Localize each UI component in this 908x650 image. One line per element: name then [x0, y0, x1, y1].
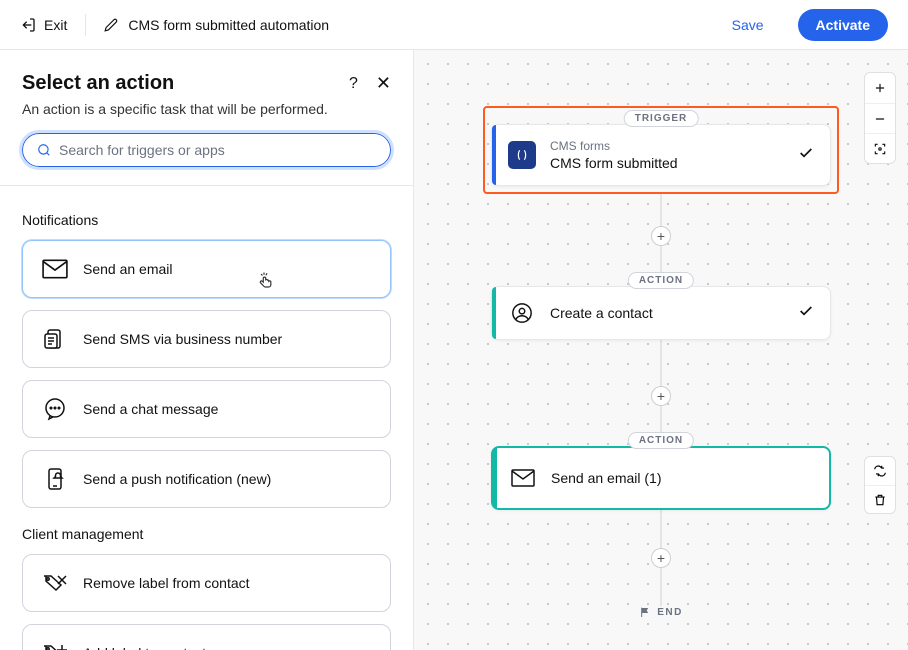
- panel-subtitle: An action is a specific task that will b…: [22, 101, 391, 117]
- main-split: Select an action ? ✕ An action is a spec…: [0, 50, 908, 650]
- check-icon: [798, 145, 814, 166]
- end-label: END: [657, 607, 683, 618]
- zoom-out-button[interactable]: [865, 103, 895, 133]
- chat-icon: [41, 397, 69, 421]
- action-pill-1: ACTION: [628, 272, 694, 289]
- search-box[interactable]: [22, 133, 391, 167]
- app-chip-icon: [508, 141, 536, 169]
- trigger-node[interactable]: CMS forms CMS form submitted: [491, 124, 831, 186]
- fit-view-button[interactable]: [865, 133, 895, 163]
- action-node-send-email[interactable]: Send an email (1): [491, 446, 831, 510]
- add-step-button-3[interactable]: +: [651, 548, 671, 568]
- action2-title: Send an email (1): [551, 470, 662, 486]
- cursor-icon: [258, 271, 276, 289]
- action-item-send-chat[interactable]: Send a chat message: [22, 380, 391, 438]
- exit-button[interactable]: Exit: [20, 17, 67, 33]
- mail-icon: [509, 466, 537, 490]
- add-step-button-2[interactable]: +: [651, 386, 671, 406]
- topbar-divider: [85, 14, 86, 36]
- pencil-icon: [104, 18, 118, 32]
- action-item-add-label[interactable]: Add label to contact: [22, 624, 391, 650]
- action-picker-panel: Select an action ? ✕ An action is a spec…: [0, 50, 414, 650]
- sms-icon: [41, 327, 69, 351]
- exit-icon: [20, 17, 36, 33]
- top-bar: Exit CMS form submitted automation Save …: [0, 0, 908, 50]
- trigger-app-label: CMS forms: [550, 139, 678, 153]
- search-input[interactable]: [59, 142, 376, 158]
- tag-add-icon: [41, 641, 69, 650]
- action-item-send-push[interactable]: Send a push notification (new): [22, 450, 391, 508]
- activate-button[interactable]: Activate: [798, 9, 888, 41]
- action-pill-2: ACTION: [628, 432, 694, 449]
- check-icon: [798, 303, 814, 324]
- node-tools: [864, 456, 896, 514]
- action-node-create-contact[interactable]: Create a contact: [491, 286, 831, 340]
- action-item-remove-label[interactable]: Remove label from contact: [22, 554, 391, 612]
- trigger-title: CMS form submitted: [550, 155, 678, 171]
- flow-canvas[interactable]: TRIGGER CMS forms CMS form submitted +: [414, 50, 908, 650]
- action-list-scroll[interactable]: Notifications Send an email Send SMS via…: [0, 186, 413, 650]
- panel-title: Select an action: [22, 72, 174, 95]
- group-label-notifications: Notifications: [22, 212, 391, 228]
- mail-icon: [41, 257, 69, 281]
- action-item-label: Send a push notification (new): [83, 471, 271, 487]
- panel-header: Select an action ? ✕ An action is a spec…: [0, 50, 413, 133]
- automation-title-wrap[interactable]: CMS form submitted automation: [104, 17, 329, 33]
- action-item-label: Send an email: [83, 261, 173, 277]
- automation-title: CMS form submitted automation: [128, 17, 329, 33]
- trigger-pill: TRIGGER: [624, 110, 699, 127]
- add-step-button-1[interactable]: +: [651, 226, 671, 246]
- action-item-send-sms[interactable]: Send SMS via business number: [22, 310, 391, 368]
- delete-action-button[interactable]: [865, 485, 895, 513]
- flag-icon: [639, 606, 651, 618]
- action-item-label: Send SMS via business number: [83, 331, 282, 347]
- action-item-label: Send a chat message: [83, 401, 218, 417]
- action1-title: Create a contact: [550, 305, 653, 321]
- action-item-label: Add label to contact: [83, 645, 206, 650]
- tag-remove-icon: [41, 571, 69, 595]
- end-marker: END: [639, 606, 683, 618]
- zoom-in-button[interactable]: [865, 73, 895, 103]
- contact-icon: [508, 301, 536, 325]
- push-icon: [41, 467, 69, 491]
- exit-label: Exit: [44, 17, 67, 33]
- group-label-client-mgmt: Client management: [22, 526, 391, 542]
- action-item-label: Remove label from contact: [83, 575, 250, 591]
- help-icon[interactable]: ?: [349, 75, 358, 93]
- search-icon: [37, 143, 51, 157]
- save-button[interactable]: Save: [732, 17, 764, 33]
- replace-action-button[interactable]: [865, 457, 895, 485]
- action-item-send-email[interactable]: Send an email: [22, 240, 391, 298]
- close-icon[interactable]: ✕: [376, 73, 391, 94]
- zoom-controls: [864, 72, 896, 164]
